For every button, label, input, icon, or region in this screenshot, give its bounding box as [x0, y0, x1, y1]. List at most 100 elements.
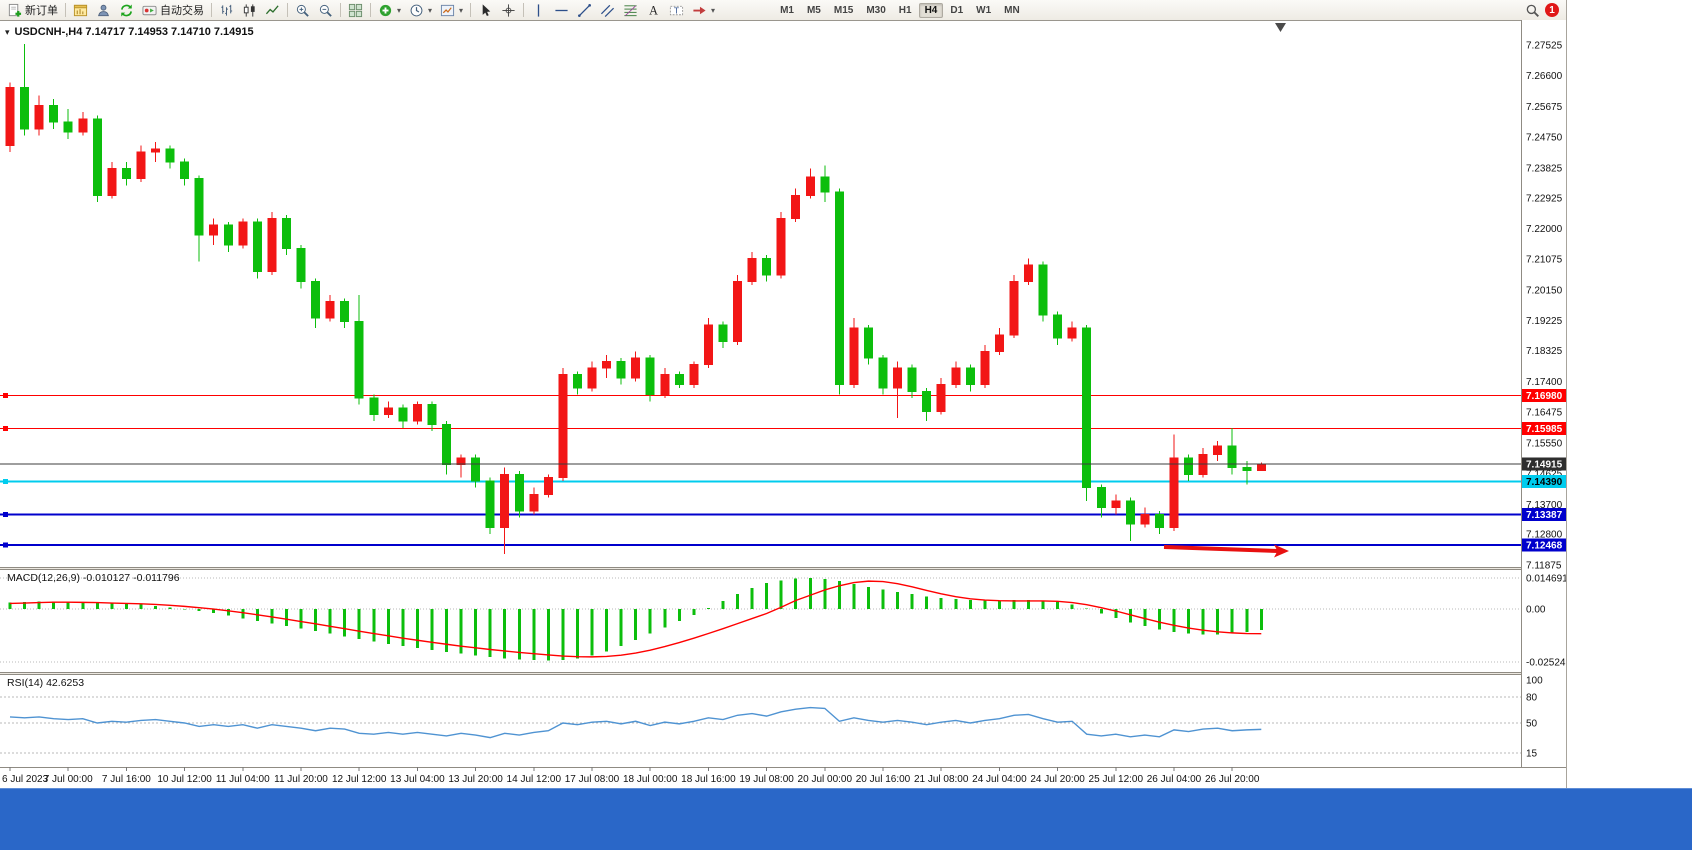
candles[interactable]: [5, 44, 1266, 555]
search-icon[interactable]: [1525, 3, 1540, 18]
timeframe-button-w1[interactable]: W1: [976, 4, 992, 16]
candle-body: [485, 480, 495, 529]
svg-text:7.21075: 7.21075: [1526, 255, 1563, 266]
text-button[interactable]: A: [642, 0, 665, 20]
refresh-button[interactable]: [115, 0, 138, 20]
svg-text:80: 80: [1526, 693, 1538, 704]
zoom-out-button[interactable]: [314, 0, 337, 20]
timeframe-button-h4[interactable]: H4: [918, 2, 944, 18]
candle-body: [1213, 445, 1223, 455]
candle-body: [1096, 487, 1106, 509]
candle-body: [965, 367, 975, 386]
candle-body: [689, 364, 699, 386]
hline-handle[interactable]: [3, 542, 8, 548]
rsi-panel[interactable]: [0, 696, 1521, 754]
label-button[interactable]: T: [665, 0, 688, 20]
candle-body: [1125, 500, 1135, 525]
candle-body: [354, 321, 364, 399]
svg-text:15: 15: [1526, 749, 1538, 760]
svg-text:7.14390: 7.14390: [1526, 477, 1563, 488]
channel-button[interactable]: [596, 0, 619, 20]
fibonacci-button[interactable]: [619, 0, 642, 20]
timeframe-button-m1[interactable]: M1: [780, 4, 794, 16]
mt4-window: 新订单 自动交易 ▾ ▾ ▾ A T ▾ M1 M5 M15 M30 H1 H4 D1 W1 MN 1 7.275…: [0, 0, 1567, 788]
chart-shift-marker-icon[interactable]: [1275, 23, 1286, 32]
crosshair-button[interactable]: [497, 0, 520, 20]
autotrading-button[interactable]: 自动交易: [138, 0, 208, 20]
candle-body: [151, 148, 160, 153]
price-label-box: [1522, 538, 1566, 552]
timeframe-button-mn[interactable]: MN: [1004, 4, 1020, 16]
candle-body: [645, 357, 655, 396]
macd-signal-line: [9, 580, 1262, 658]
tile-windows-button[interactable]: [344, 0, 367, 20]
price-scale[interactable]: 7.27525 7.26600 7.25675 7.24750 7.23825 7.229…: [1521, 20, 1566, 767]
chart-window-icon: [73, 3, 88, 18]
svg-text:25 Jul 12:00: 25 Jul 12:00: [1089, 774, 1144, 785]
chart-canvas[interactable]: 7.27525 7.26600 7.25675 7.24750 7.23825 7.229…: [0, 20, 1566, 788]
bar-chart-button[interactable]: [215, 0, 238, 20]
candle-body: [1082, 327, 1092, 489]
indicators-button[interactable]: ▾: [374, 0, 405, 20]
timeframe-button-m30[interactable]: M30: [866, 4, 886, 16]
autotrading-button-label: 自动交易: [160, 5, 204, 17]
candle-body: [1169, 457, 1179, 529]
candle-body: [442, 424, 451, 465]
line-chart-button[interactable]: [261, 0, 284, 20]
timeframe-button-m15[interactable]: M15: [833, 4, 854, 16]
profile-icon: [96, 3, 111, 18]
hline-handle[interactable]: [3, 392, 8, 398]
candle-body: [980, 350, 990, 386]
svg-text:7.22925: 7.22925: [1526, 193, 1563, 204]
svg-text:7.17400: 7.17400: [1526, 377, 1563, 388]
svg-text:T: T: [674, 5, 679, 15]
zoom-in-button[interactable]: [291, 0, 314, 20]
timeframe-button-h1[interactable]: H1: [898, 4, 912, 16]
chart-window-button[interactable]: [69, 0, 92, 20]
profile-button[interactable]: [92, 0, 115, 20]
periods-button[interactable]: ▾: [405, 0, 436, 20]
candle-body: [805, 176, 815, 196]
candle-body: [1038, 264, 1048, 316]
candle-chart-button[interactable]: [238, 0, 261, 20]
timeframe-button-m5[interactable]: M5: [806, 4, 821, 16]
candle-body: [1024, 264, 1033, 283]
hline-handle[interactable]: [3, 425, 8, 431]
price-label-box: [1522, 474, 1566, 488]
horizontal-line-button[interactable]: [550, 0, 573, 20]
candle-body: [398, 407, 408, 422]
candle-body: [834, 191, 844, 386]
notification-badge[interactable]: 1: [1545, 3, 1559, 17]
candle-body: [49, 105, 59, 123]
candle-body: [296, 247, 306, 283]
new-order-icon: [7, 3, 22, 18]
candle-body: [209, 224, 219, 236]
cursor-button[interactable]: [474, 0, 497, 20]
one-click-trading-toggle-icon[interactable]: ▾: [5, 26, 10, 37]
hline-handle[interactable]: [3, 478, 8, 484]
candle-body: [572, 374, 582, 389]
candle-body: [863, 327, 873, 359]
timeframe-button-d1[interactable]: D1: [950, 4, 964, 16]
svg-text:7.24750: 7.24750: [1526, 133, 1563, 144]
hline-objects[interactable]: [0, 392, 1521, 548]
svg-text:17 Jul 08:00: 17 Jul 08:00: [565, 774, 620, 785]
new-order-button[interactable]: 新订单: [3, 0, 62, 20]
candle-body: [1184, 457, 1194, 475]
svg-text:7.13387: 7.13387: [1526, 510, 1563, 521]
arrow-object[interactable]: [1163, 544, 1289, 558]
macd-panel[interactable]: [0, 577, 1521, 663]
svg-text:7.20150: 7.20150: [1526, 285, 1563, 296]
hline-handle[interactable]: [3, 512, 8, 518]
trendline-button[interactable]: [573, 0, 596, 20]
candle-body: [383, 407, 393, 416]
shapes-button[interactable]: ▾: [688, 0, 719, 20]
templates-button[interactable]: ▾: [436, 0, 467, 20]
vertical-line-button[interactable]: [527, 0, 550, 20]
taskbar[interactable]: [0, 788, 1692, 850]
toolbar-separator: [65, 3, 66, 17]
candle-body: [252, 221, 262, 273]
candle-body: [500, 473, 510, 529]
candle-body: [311, 281, 321, 319]
